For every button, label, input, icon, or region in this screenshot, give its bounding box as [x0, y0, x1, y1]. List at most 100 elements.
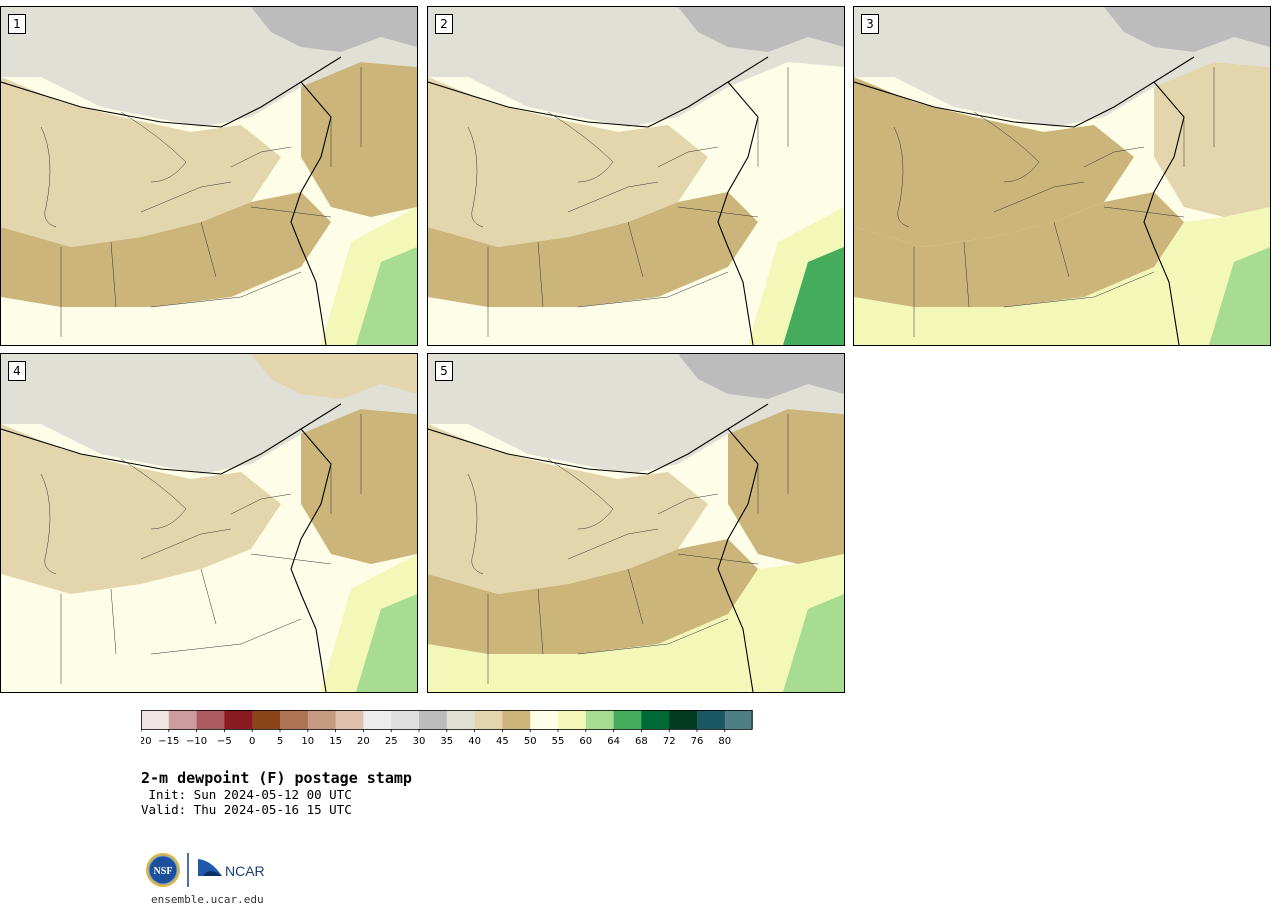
colorbar-tick-label: 68: [635, 736, 648, 747]
dewpoint-region: [1154, 62, 1270, 217]
dewpoint-region: [728, 409, 844, 564]
dewpoint-region: [1, 539, 331, 654]
colorbar-swatch: [613, 710, 642, 729]
state-boundary: [40, 126, 57, 228]
coastline: [290, 428, 332, 692]
state-boundary: [110, 588, 117, 655]
colorbar-swatch: [502, 710, 531, 729]
colorbar-tick-label: 30: [413, 736, 426, 747]
state-boundary: [467, 473, 484, 575]
state-boundary: [1103, 206, 1185, 218]
state-boundary: [577, 271, 729, 308]
postage-stamp-panel-3: 3: [853, 6, 1271, 346]
nsf-ncar-logos: NSF NCAR: [146, 853, 265, 887]
state-boundary: [40, 473, 57, 575]
source-url: ensemble.ucar.edu: [151, 893, 264, 906]
dewpoint-region: [854, 192, 1184, 307]
colorbar-tick-label: −10: [186, 736, 207, 747]
colorbar-tick-label: 20: [357, 736, 370, 747]
dewpoint-region: [783, 247, 844, 345]
state-boundary: [140, 528, 232, 560]
dewpoint-region: [1209, 247, 1270, 345]
state-boundary: [467, 126, 484, 228]
dewpoint-map: [428, 7, 844, 345]
state-boundary: [893, 126, 910, 228]
init-time: Init: Sun 2024-05-12 00 UTC: [141, 787, 352, 802]
colorbar-swatch: [141, 710, 170, 729]
state-boundary: [140, 181, 232, 213]
state-boundary: [1053, 221, 1070, 278]
state-boundary: [1083, 146, 1145, 168]
state-boundary: [1003, 271, 1155, 308]
dewpoint-region: [1, 192, 331, 307]
dewpoint-region: [678, 7, 844, 52]
postage-stamp-panel-2: 2: [427, 6, 845, 346]
dewpoint-colorbar: −20 −15 −10 −5 0 5 10 15 20 25 30 35 40 45 50 55 60 64 68 7…: [141, 710, 753, 747]
coastline: [290, 81, 332, 345]
state-boundary: [250, 206, 332, 218]
colorbar-tick-label: 5: [277, 736, 283, 747]
dewpoint-region: [428, 539, 758, 654]
valid-time: Valid: Thu 2024-05-16 15 UTC: [141, 802, 352, 817]
ncar-logo: NCAR: [198, 859, 265, 879]
state-boundary: [150, 271, 302, 308]
state-boundary: [627, 568, 644, 625]
state-boundary: [567, 528, 659, 560]
panel-label: 1: [8, 14, 26, 34]
state-boundary: [250, 553, 332, 565]
dewpoint-region: [783, 594, 844, 692]
nsf-logo: NSF: [146, 853, 180, 887]
state-boundary: [657, 146, 719, 168]
panel-label: 4: [8, 361, 26, 381]
colorbar-swatch: [669, 710, 698, 729]
dewpoint-map: [428, 354, 844, 692]
state-boundary: [677, 206, 759, 218]
state-boundary: [547, 111, 614, 183]
dewpoint-region: [251, 354, 417, 399]
state-boundary: [537, 241, 544, 308]
colorbar-tick-label: 64: [607, 736, 620, 747]
colorbar-swatch: [280, 710, 309, 729]
colorbar-tick-label: 25: [385, 736, 398, 747]
colorbar-tick-label: 45: [496, 736, 509, 747]
state-boundary: [657, 493, 719, 515]
state-boundary: [110, 241, 117, 308]
colorbar-swatch: [196, 710, 225, 729]
dewpoint-region: [428, 424, 708, 594]
colorbar-swatch: [363, 710, 392, 729]
colorbar-tick-label: 80: [718, 736, 731, 747]
colorbar-swatch: [641, 710, 670, 729]
state-boundary: [150, 618, 302, 655]
colorbar-tick-label: 15: [329, 736, 342, 747]
dewpoint-region: [728, 62, 844, 217]
nsf-logo-text: NSF: [154, 866, 173, 877]
dewpoint-region: [1104, 7, 1270, 52]
colorbar-swatch: [585, 710, 614, 729]
dewpoint-region: [428, 554, 844, 692]
panel-label: 2: [435, 14, 453, 34]
colorbar-swatch: [307, 710, 336, 729]
dewpoint-region: [428, 207, 844, 345]
coastline: [717, 428, 759, 692]
colorbar-swatch: [474, 710, 503, 729]
dewpoint-region: [854, 77, 1134, 247]
state-boundary: [230, 493, 292, 515]
state-boundary: [537, 588, 544, 655]
colorbar-tick-label: 76: [691, 736, 704, 747]
colorbar-tick-label: 0: [249, 736, 255, 747]
dewpoint-region: [1, 424, 281, 594]
colorbar-tick-label: 60: [579, 736, 592, 747]
colorbar-tick-label: 50: [524, 736, 537, 747]
state-boundary: [547, 458, 614, 530]
dewpoint-region: [428, 192, 758, 307]
dewpoint-region: [854, 207, 1270, 345]
plot-title: 2-m dewpoint (F) postage stamp: [141, 769, 412, 787]
ncar-logo-text: NCAR: [225, 863, 265, 879]
colorbar-tick-label: −5: [217, 736, 232, 747]
panel-label: 5: [435, 361, 453, 381]
dewpoint-region: [356, 594, 417, 692]
dewpoint-map: [1, 354, 417, 692]
state-boundary: [120, 111, 187, 183]
dewpoint-region: [1, 207, 417, 345]
dewpoint-map: [854, 7, 1270, 345]
